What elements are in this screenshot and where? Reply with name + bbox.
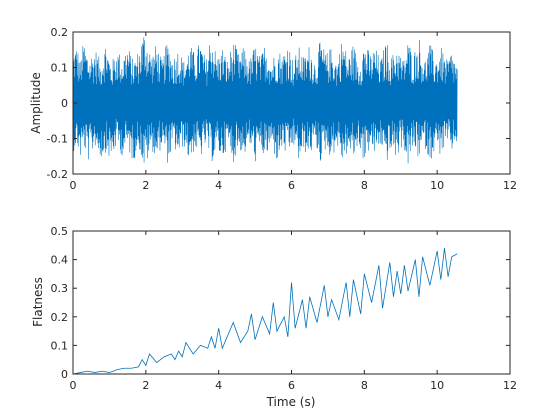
flatness-ylabel: Flatness bbox=[31, 277, 45, 327]
y-tick-label: 0.1 bbox=[51, 339, 69, 352]
amplitude-axes: 0 2 4 6 8 10 12 -0.2 -0.1 0 0.1 0.2 Amplitude bbox=[29, 26, 517, 192]
y-tick-label: -0.2 bbox=[47, 168, 68, 181]
x-tick-label: 10 bbox=[430, 179, 444, 192]
x-tick-label: 2 bbox=[142, 379, 149, 392]
y-tick-label: 0.4 bbox=[51, 254, 69, 267]
x-tick-label: 2 bbox=[142, 179, 149, 192]
y-tick-label: 0.2 bbox=[51, 311, 69, 324]
amplitude-waveform bbox=[72, 37, 458, 164]
y-tick-label: 0 bbox=[61, 368, 68, 381]
flatness-line bbox=[72, 248, 458, 375]
amplitude-ylabel: Amplitude bbox=[29, 72, 43, 134]
y-tick-label: -0.1 bbox=[47, 133, 68, 146]
y-tick-label: 0 bbox=[61, 97, 68, 110]
y-tick-label: 0.3 bbox=[51, 282, 69, 295]
x-tick-label: 8 bbox=[361, 179, 368, 192]
x-tick-label: 0 bbox=[70, 379, 77, 392]
flatness-axes: 0 2 4 6 8 10 12 0 0.1 0.2 0.3 0.4 0.5 Flatness Time … bbox=[31, 225, 517, 409]
x-tick-label: 4 bbox=[215, 179, 222, 192]
y-tick-label: 0.5 bbox=[51, 225, 69, 238]
amplitude-ticks: 0 2 4 6 8 10 12 -0.2 -0.1 0 0.1 0.2 bbox=[47, 26, 517, 192]
x-tick-label: 6 bbox=[288, 179, 295, 192]
y-tick-label: 0.2 bbox=[51, 26, 69, 39]
x-tick-label: 4 bbox=[215, 379, 222, 392]
x-tick-label: 0 bbox=[70, 179, 77, 192]
y-tick-label: 0.1 bbox=[51, 62, 69, 75]
x-tick-label: 12 bbox=[503, 179, 517, 192]
flatness-axes-frame bbox=[72, 230, 511, 375]
x-tick-label: 8 bbox=[361, 379, 368, 392]
x-tick-label: 10 bbox=[430, 379, 444, 392]
x-tick-label: 12 bbox=[503, 379, 517, 392]
time-xlabel: Time (s) bbox=[266, 395, 316, 409]
x-tick-label: 6 bbox=[288, 379, 295, 392]
flatness-ticks: 0 2 4 6 8 10 12 0 0.1 0.2 0.3 0.4 0.5 bbox=[51, 225, 518, 392]
